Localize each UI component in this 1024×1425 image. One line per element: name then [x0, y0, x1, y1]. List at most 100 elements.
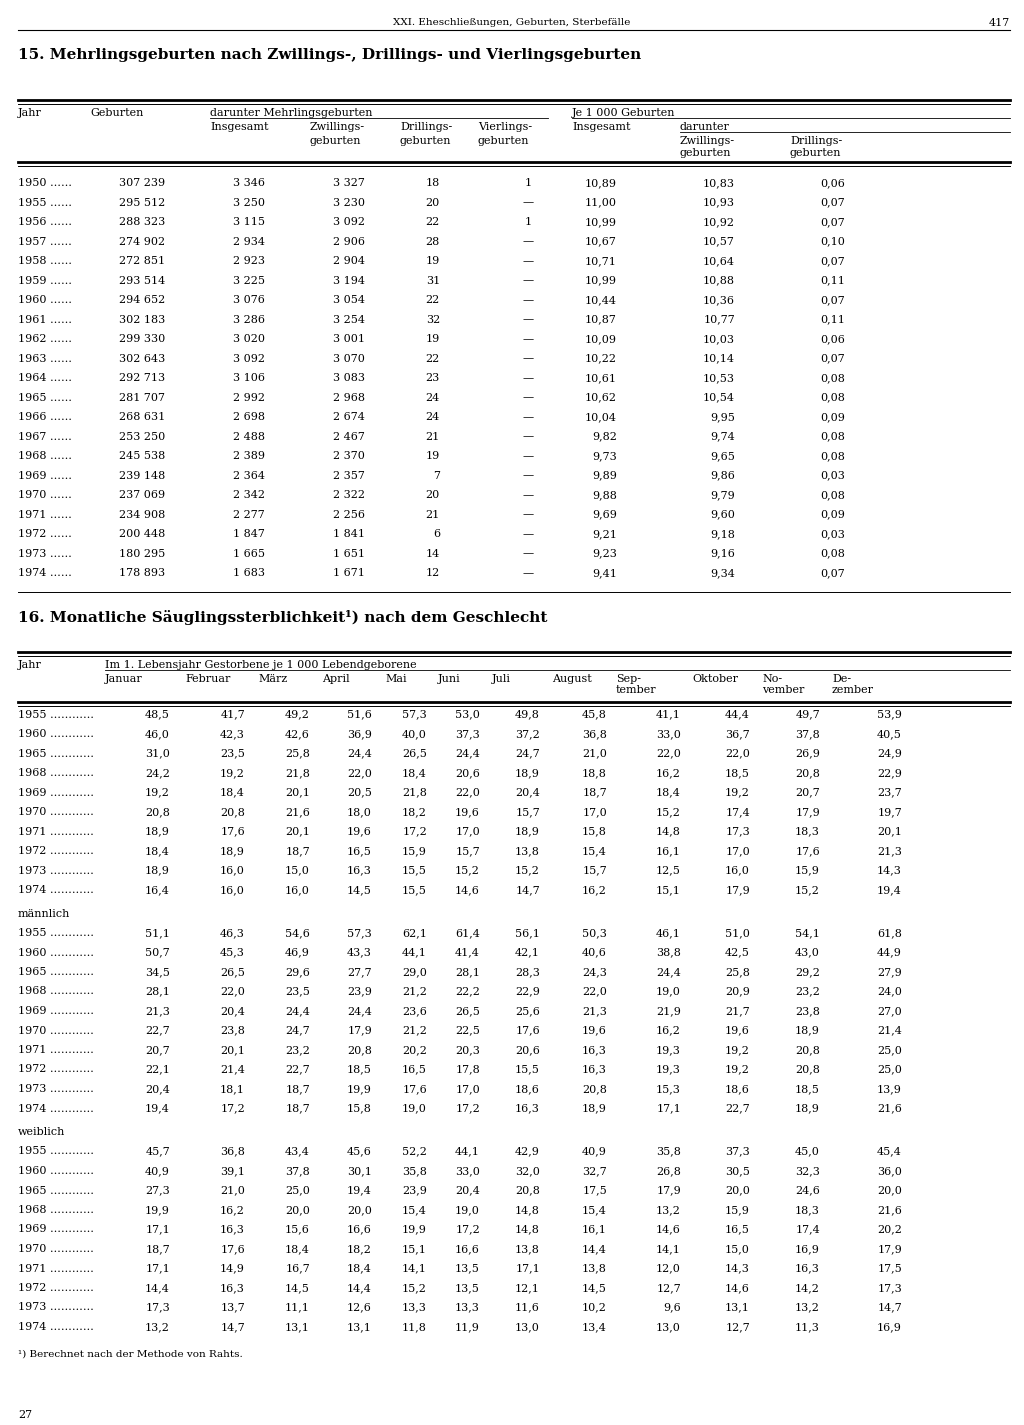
Text: 13,4: 13,4 [582, 1322, 607, 1332]
Text: 19,9: 19,9 [402, 1224, 427, 1234]
Text: 32,3: 32,3 [795, 1166, 820, 1176]
Text: 2 698: 2 698 [233, 412, 265, 422]
Text: 20,1: 20,1 [878, 826, 902, 836]
Text: 10,14: 10,14 [703, 353, 735, 363]
Text: 17,3: 17,3 [725, 826, 750, 836]
Text: 9,89: 9,89 [592, 470, 617, 480]
Text: 53,9: 53,9 [878, 710, 902, 720]
Text: 13,5: 13,5 [455, 1282, 480, 1292]
Text: 36,7: 36,7 [725, 730, 750, 740]
Text: 1957 ……: 1957 …… [18, 237, 72, 247]
Text: 36,9: 36,9 [347, 730, 372, 740]
Text: 45,3: 45,3 [220, 948, 245, 958]
Text: 14,1: 14,1 [402, 1264, 427, 1274]
Text: 1970 …………: 1970 ………… [18, 1244, 94, 1254]
Text: 36,8: 36,8 [220, 1147, 245, 1157]
Text: 16,0: 16,0 [725, 865, 750, 875]
Text: 24,4: 24,4 [347, 1006, 372, 1016]
Text: 20,7: 20,7 [796, 788, 820, 798]
Text: 17,1: 17,1 [145, 1224, 170, 1234]
Text: 40,6: 40,6 [582, 948, 607, 958]
Text: Je 1 000 Geburten: Je 1 000 Geburten [572, 108, 676, 118]
Text: 3 083: 3 083 [333, 373, 365, 383]
Text: 41,4: 41,4 [455, 948, 480, 958]
Text: 0,10: 0,10 [820, 237, 845, 247]
Text: No-
vember: No- vember [762, 674, 805, 695]
Text: 15,1: 15,1 [656, 885, 681, 895]
Text: 17,0: 17,0 [456, 826, 480, 836]
Text: 21,6: 21,6 [878, 1206, 902, 1216]
Text: 10,92: 10,92 [703, 217, 735, 227]
Text: 14,4: 14,4 [347, 1282, 372, 1292]
Text: 1969 …………: 1969 ………… [18, 788, 94, 798]
Text: 18,1: 18,1 [220, 1084, 245, 1094]
Text: 9,23: 9,23 [592, 549, 617, 559]
Text: 13,1: 13,1 [285, 1322, 310, 1332]
Text: 19,2: 19,2 [145, 788, 170, 798]
Text: 30,1: 30,1 [347, 1166, 372, 1176]
Text: 46,3: 46,3 [220, 928, 245, 938]
Text: Juli: Juli [492, 674, 511, 684]
Text: 14,5: 14,5 [347, 885, 372, 895]
Text: 27,3: 27,3 [145, 1186, 170, 1196]
Text: 13,0: 13,0 [515, 1322, 540, 1332]
Text: 14,5: 14,5 [285, 1282, 310, 1292]
Text: 16,7: 16,7 [286, 1264, 310, 1274]
Text: 11,1: 11,1 [285, 1302, 310, 1312]
Text: 15,7: 15,7 [583, 865, 607, 875]
Text: 22,1: 22,1 [145, 1064, 170, 1074]
Text: 3 001: 3 001 [333, 333, 365, 343]
Text: 19,4: 19,4 [878, 885, 902, 895]
Text: 10,61: 10,61 [585, 373, 617, 383]
Text: 180 295: 180 295 [119, 549, 165, 559]
Text: Jahr: Jahr [18, 108, 42, 118]
Text: 9,79: 9,79 [711, 490, 735, 500]
Text: 3 106: 3 106 [233, 373, 265, 383]
Text: 22,0: 22,0 [455, 788, 480, 798]
Text: 32: 32 [426, 315, 440, 325]
Text: 51,0: 51,0 [725, 928, 750, 938]
Text: 22: 22 [426, 295, 440, 305]
Text: 3 250: 3 250 [233, 198, 265, 208]
Text: 39,1: 39,1 [220, 1166, 245, 1176]
Text: 1963 ……: 1963 …… [18, 353, 72, 363]
Text: 9,69: 9,69 [592, 510, 617, 520]
Text: 17,0: 17,0 [725, 846, 750, 856]
Text: 13,8: 13,8 [582, 1264, 607, 1274]
Text: 18,7: 18,7 [286, 1084, 310, 1094]
Text: 12,7: 12,7 [725, 1322, 750, 1332]
Text: ¹) Berechnet nach der Methode von Rahts.: ¹) Berechnet nach der Methode von Rahts. [18, 1349, 243, 1358]
Text: 16,0: 16,0 [220, 865, 245, 875]
Text: 44,1: 44,1 [455, 1147, 480, 1157]
Text: 24: 24 [426, 412, 440, 422]
Text: 14,8: 14,8 [656, 826, 681, 836]
Text: 1968 …………: 1968 ………… [18, 986, 94, 996]
Text: 15. Mehrlingsgeburten nach Zwillings-, Drillings- und Vierlingsgeburten: 15. Mehrlingsgeburten nach Zwillings-, D… [18, 48, 641, 63]
Text: 14,7: 14,7 [220, 1322, 245, 1332]
Text: 6: 6 [433, 529, 440, 539]
Text: 49,7: 49,7 [796, 710, 820, 720]
Text: Geburten: Geburten [90, 108, 143, 118]
Text: 10,54: 10,54 [703, 392, 735, 402]
Text: 18,7: 18,7 [145, 1244, 170, 1254]
Text: 0,03: 0,03 [820, 470, 845, 480]
Text: 1 665: 1 665 [233, 549, 265, 559]
Text: 9,41: 9,41 [592, 569, 617, 579]
Text: 25,8: 25,8 [285, 748, 310, 758]
Text: 1969 ……: 1969 …… [18, 470, 72, 480]
Text: 18,9: 18,9 [220, 846, 245, 856]
Text: 57,3: 57,3 [402, 710, 427, 720]
Text: 10,77: 10,77 [703, 315, 735, 325]
Text: 17,9: 17,9 [796, 807, 820, 817]
Text: 25,8: 25,8 [725, 968, 750, 978]
Text: 18,9: 18,9 [145, 826, 170, 836]
Text: 23,2: 23,2 [795, 986, 820, 996]
Text: 16,3: 16,3 [582, 1064, 607, 1074]
Text: 1971 …………: 1971 ………… [18, 1264, 94, 1274]
Text: 37,2: 37,2 [515, 730, 540, 740]
Text: —: — [522, 490, 534, 500]
Text: 20,8: 20,8 [795, 1045, 820, 1054]
Text: 1970 …………: 1970 ………… [18, 1026, 94, 1036]
Text: Jahr: Jahr [18, 660, 42, 670]
Text: 13,3: 13,3 [455, 1302, 480, 1312]
